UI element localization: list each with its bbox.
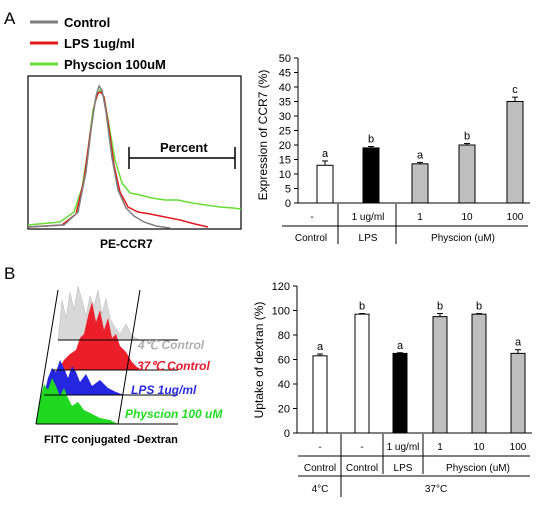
histogram-b-lps-fill bbox=[44, 360, 124, 395]
bar-chart-dextran: 0 20 40 60 80 100 120 a b a b b a bbox=[272, 281, 532, 440]
table-b-cell-physcion: Physcion (uM) bbox=[446, 463, 510, 474]
table-b-cell-phys-100: 100 bbox=[510, 442, 527, 453]
chart-b-sig-letter-4: b bbox=[476, 301, 482, 313]
table-b-cell-37c-dash: - bbox=[360, 442, 363, 453]
table-b-cell-phys-10: 10 bbox=[473, 442, 485, 453]
chart-b-sig-letter-0: a bbox=[317, 341, 324, 353]
chart-a-sig-letter-1: b bbox=[368, 133, 374, 145]
chart-b-bar-1 bbox=[354, 313, 370, 434]
table-a: - 1 ug/ml 1 10 100 Control LPS Physcion … bbox=[282, 204, 528, 244]
chart-a-ytick-label-7: 35 bbox=[279, 97, 291, 109]
panel-b-letter: B bbox=[4, 264, 15, 283]
chart-a-ytick-label-5: 25 bbox=[279, 126, 291, 138]
chart-b-sig-letter-2: a bbox=[397, 340, 404, 352]
chart-b-ytick-label-0: 0 bbox=[284, 428, 290, 440]
table-b-cell-lps-dose: 1 ug/ml bbox=[387, 442, 420, 453]
table-b-cell-4c-dash: - bbox=[318, 442, 321, 453]
histogram-b-overlay: 4℃ Control 37℃ Control LPS 1ug/ml Physci… bbox=[35, 285, 223, 425]
table-b-cell-control-4c: Control bbox=[304, 463, 336, 474]
table-a-cell-phys-1: 1 bbox=[417, 212, 423, 223]
histogram-a-control-trace bbox=[27, 84, 171, 229]
table-a-cell-control: Control bbox=[295, 233, 327, 244]
legend-label-physcion: Physcion 100uM bbox=[64, 57, 166, 72]
chart-a-bar-4 bbox=[506, 101, 524, 204]
chart-a-bar-1 bbox=[362, 147, 380, 204]
chart-a-bar-0 bbox=[316, 164, 334, 204]
chart-a-bar-3 bbox=[458, 144, 476, 204]
table-b-cell-control-37c: Control bbox=[346, 463, 378, 474]
table-b-cell-temp-37c: 37°C bbox=[425, 484, 447, 495]
chart-b-ytick-label-6: 120 bbox=[272, 281, 290, 293]
overlay-label-37c-control: 37℃ Control bbox=[137, 359, 210, 373]
chart-b-bar-2 bbox=[392, 352, 408, 434]
chart-b-bar-4 bbox=[471, 313, 487, 434]
legend-a: Control LPS 1ug/ml Physcion 100uM bbox=[30, 15, 166, 72]
chart-a-ytick-label-4: 20 bbox=[279, 140, 291, 152]
chart-a-sig-letter-3: b bbox=[464, 131, 470, 143]
chart-a-ytick-label-2: 10 bbox=[279, 169, 291, 181]
panel-a-letter: A bbox=[4, 9, 16, 28]
table-b-cell-lps: LPS bbox=[394, 463, 413, 474]
chart-b-bar-3 bbox=[432, 316, 448, 434]
histogram-b-xlabel: FITC conjugated -Dextran bbox=[44, 434, 178, 446]
histogram-a-xlabel: PE-CCR7 bbox=[100, 237, 153, 251]
table-a-cell-phys-10: 10 bbox=[461, 212, 473, 223]
histogram-b-physcion-fill bbox=[36, 378, 118, 424]
histogram-b-back-axis-left bbox=[35, 289, 59, 425]
chart-a-ytick-label-8: 40 bbox=[279, 82, 291, 94]
histogram-b-back-axis-right bbox=[117, 289, 141, 425]
chart-b-ytick-label-1: 20 bbox=[278, 404, 290, 416]
chart-b-bar-0 bbox=[312, 355, 328, 434]
bar-chart-ccr7: 0 5 10 15 20 25 30 35 40 45 50 a b a b c bbox=[279, 53, 530, 210]
chart-a-ytick-label-6: 30 bbox=[279, 111, 291, 123]
histogram-a-frame bbox=[27, 75, 242, 230]
histogram-b-37c-control-fill bbox=[58, 302, 140, 370]
chart-b-sig-letter-3: b bbox=[437, 301, 443, 313]
chart-b-ytick-label-2: 40 bbox=[278, 379, 290, 391]
chart-a-ytick-label-0: 0 bbox=[285, 198, 291, 210]
table-a-cell-phys-100: 100 bbox=[507, 212, 524, 223]
chart-b-ytick-label-5: 100 bbox=[272, 306, 290, 318]
chart-a-ytick-label-9: 45 bbox=[279, 68, 291, 80]
chart-b-ytick-label-3: 60 bbox=[278, 355, 290, 367]
overlay-label-physcion: Physcion 100 uM bbox=[125, 407, 223, 421]
chart-a-ytick-label-1: 5 bbox=[285, 184, 291, 196]
overlay-label-lps: LPS 1ug/ml bbox=[131, 383, 197, 397]
percent-gate-label: Percent bbox=[160, 140, 208, 155]
chart-a-sig-letter-0: a bbox=[322, 148, 329, 160]
table-a-cell-lps-dose: 1 ug/ml bbox=[352, 212, 385, 223]
histogram-a: Percent bbox=[27, 75, 242, 230]
chart-a-bar-2 bbox=[411, 163, 429, 204]
chart-b-ytick-label-4: 80 bbox=[278, 330, 290, 342]
chart-b-sig-letter-1: b bbox=[359, 301, 365, 313]
chart-b-bar-5 bbox=[510, 352, 526, 434]
chart-a-sig-letter-2: a bbox=[417, 149, 424, 161]
table-b: - - 1 ug/ml 1 10 100 Control Control LPS… bbox=[298, 434, 530, 497]
chart-a-ylabel: Expression of CCR7 (%) bbox=[256, 70, 270, 201]
chart-b-ylabel: Uptake of dextran (%) bbox=[252, 302, 266, 419]
table-a-cell-physcion: Physcion (uM) bbox=[431, 233, 495, 244]
chart-a-sig-letter-4: c bbox=[512, 84, 518, 96]
legend-label-lps: LPS 1ug/ml bbox=[64, 36, 135, 51]
table-b-cell-phys-1: 1 bbox=[437, 442, 443, 453]
chart-a-ytick-label-10: 50 bbox=[279, 53, 291, 65]
chart-a-ytick-label-3: 15 bbox=[279, 155, 291, 167]
table-a-cell-lps: LPS bbox=[359, 233, 378, 244]
table-b-cell-temp-4c: 4°C bbox=[312, 484, 329, 495]
overlay-label-4c-control: 4℃ Control bbox=[137, 338, 205, 352]
chart-b-sig-letter-5: a bbox=[515, 337, 522, 349]
legend-label-control: Control bbox=[64, 15, 110, 30]
table-a-cell-control-dash: - bbox=[310, 212, 313, 223]
